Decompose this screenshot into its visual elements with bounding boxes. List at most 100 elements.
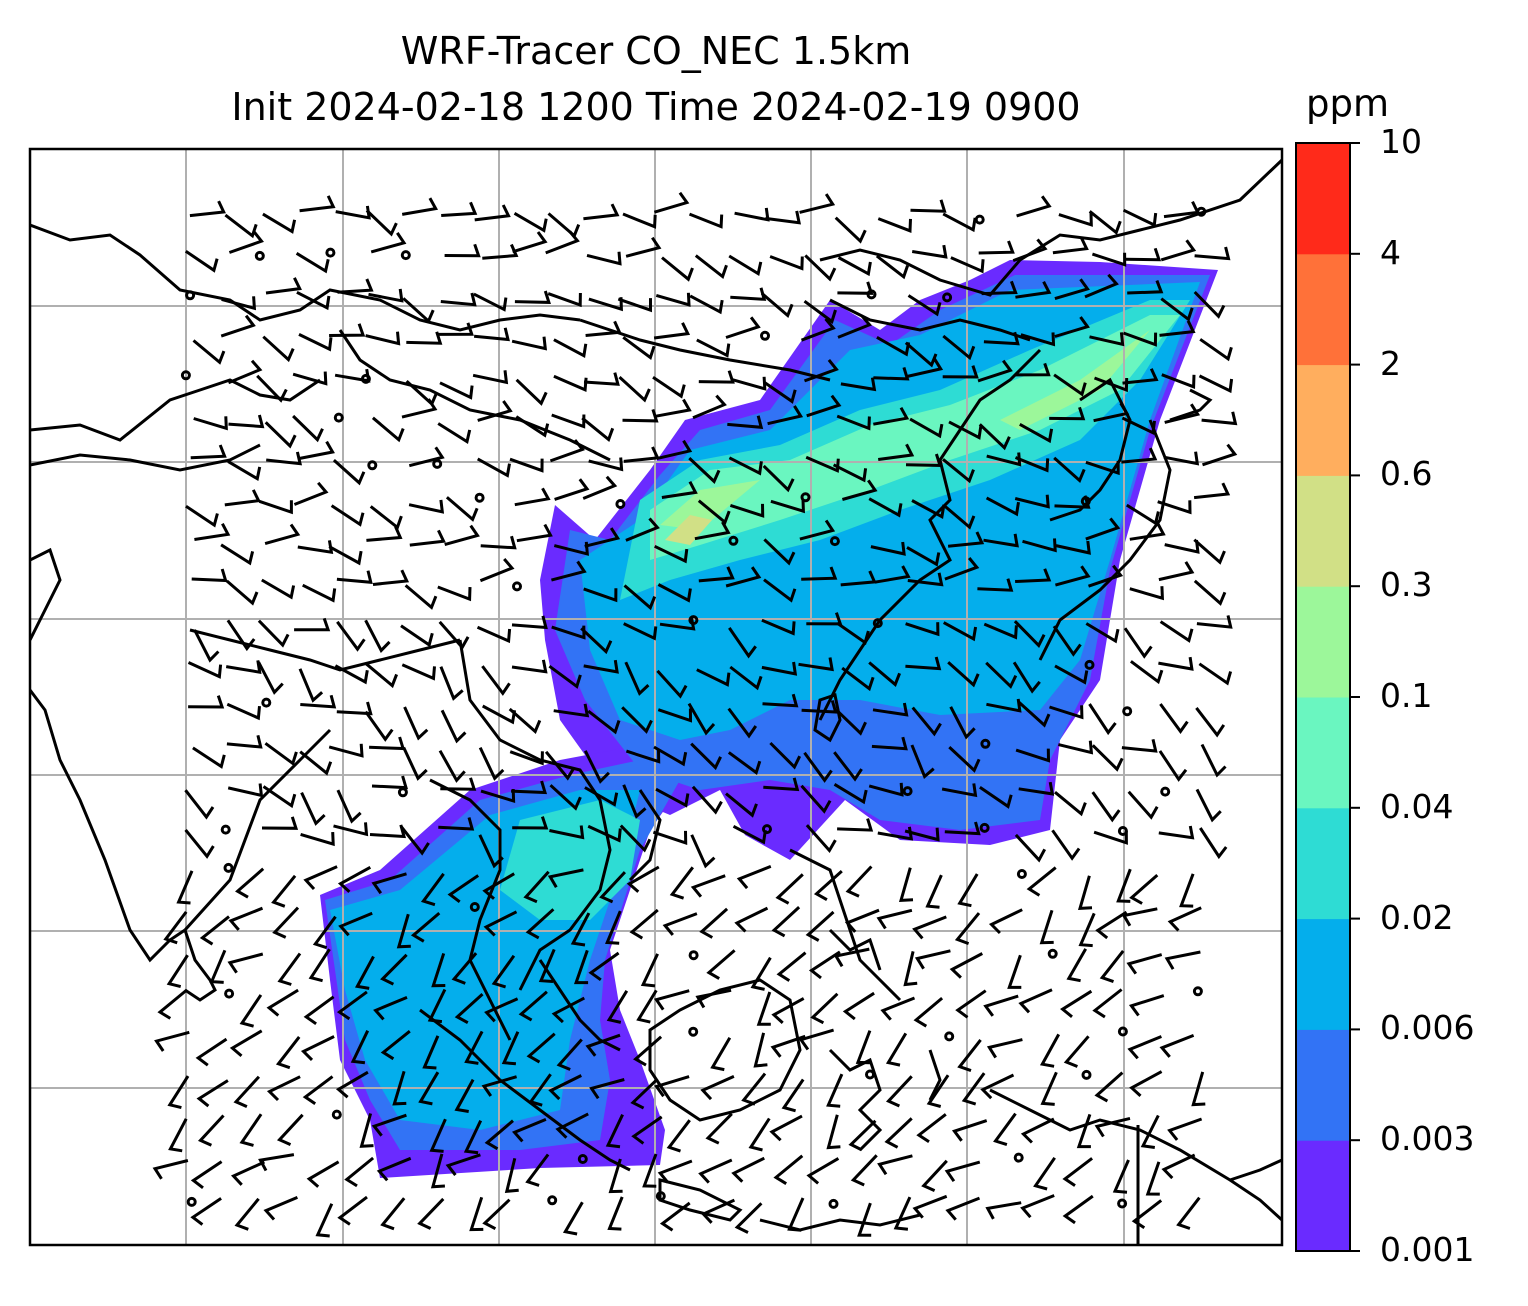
calm-wind-circle [331,1109,342,1120]
wind-barb [239,994,263,1028]
wind-barb [907,572,944,587]
wind-barb [302,1075,334,1105]
wind-barb [988,908,1023,935]
wind-barb [336,990,368,1021]
wind-barb [312,915,337,950]
wind-barb [656,669,688,699]
wind-barb [516,523,553,543]
wind-barb [380,1030,411,1061]
wind-barb [1052,237,1089,255]
wind-barb [1095,910,1128,940]
wind-barb [583,203,620,221]
wind-barb [509,457,544,473]
wind-barb [192,746,226,769]
wind-barb [376,1156,412,1182]
wind-barb [868,497,903,518]
wind-barb [656,439,693,461]
wind-barb [154,1030,190,1052]
wind-barb [1158,561,1195,582]
wind-barb [1091,744,1124,772]
wind-barb [805,455,840,473]
calm-wind-circle [980,738,991,749]
wind-barb [338,911,373,937]
wind-barb [769,1114,803,1142]
wind-barb [625,749,661,764]
wind-barb [1088,564,1124,588]
calm-wind-circle [688,950,699,961]
wind-barb [481,665,511,696]
wind-barb [302,583,337,603]
wind-barb [300,694,337,709]
wind-barb [1039,1033,1061,1068]
calm-wind-circle [1013,1152,1024,1163]
wind-barb [220,543,255,566]
wind-barb [652,375,686,399]
wind-barb [741,1072,767,1106]
wind-barb [705,1112,733,1145]
wind-barb [983,622,1018,640]
wind-barb [476,625,512,644]
wind-barb [1092,988,1123,1019]
wind-barb [371,775,409,790]
wind-barb [157,989,188,1020]
wind-barb [1077,875,1093,911]
wind-barb [587,709,621,735]
coastlines [30,158,1282,1245]
wind-barb [277,952,302,986]
wind-barb [1089,332,1125,347]
wind-barb [191,568,228,583]
wind-barb [226,734,263,749]
wind-barb [625,517,660,542]
wind-barb [512,816,549,830]
wind-barb [440,292,477,307]
wind-barb [262,785,297,809]
wind-barb [266,1075,301,1102]
wind-barb [1014,494,1050,509]
wind-barb [1158,825,1195,840]
wind-barb [1121,416,1156,436]
wind-barb [756,991,772,1026]
wind-barb [528,1073,552,1107]
wind-barb [1129,1070,1163,1098]
calm-wind-circle [1192,986,1203,997]
wind-barb [484,997,519,1023]
wind-barb [689,294,724,315]
wind-barb [762,693,799,708]
wind-barb [706,949,736,980]
wind-barb [1127,790,1159,820]
wind-barb [511,1118,547,1143]
wind-barb [770,1034,806,1058]
wind-barb [271,874,297,908]
wind-barb [781,1078,805,1113]
wind-barb [266,451,303,466]
wind-barb [736,865,772,890]
wind-barb [925,874,943,909]
wind-barb [799,519,836,541]
wind-barb [441,201,478,217]
wind-barb [1145,1161,1161,1196]
wind-barb [771,905,801,938]
wind-barb [508,707,542,735]
wind-barb [903,951,918,987]
wind-barb [653,191,690,214]
calm-wind-circle [728,535,739,546]
calm-wind-circle [333,412,344,423]
wind-barb [1076,1113,1092,1149]
wind-barb [297,540,334,555]
wind-barb [805,910,835,942]
wind-barb [1091,791,1121,823]
wind-barb [583,372,620,386]
wind-barb [264,523,301,546]
wind-barb [380,953,408,986]
wind-barb [220,314,256,338]
wind-barb [504,1157,519,1193]
wind-barb [336,620,366,652]
wind-barb [300,791,326,826]
wind-barb [734,1202,763,1234]
wind-barb [833,783,868,805]
wind-barb [371,416,405,443]
wind-barb [515,415,550,438]
wind-barb [850,1154,878,1187]
wind-barb [188,695,225,709]
wind-barb [629,908,659,940]
